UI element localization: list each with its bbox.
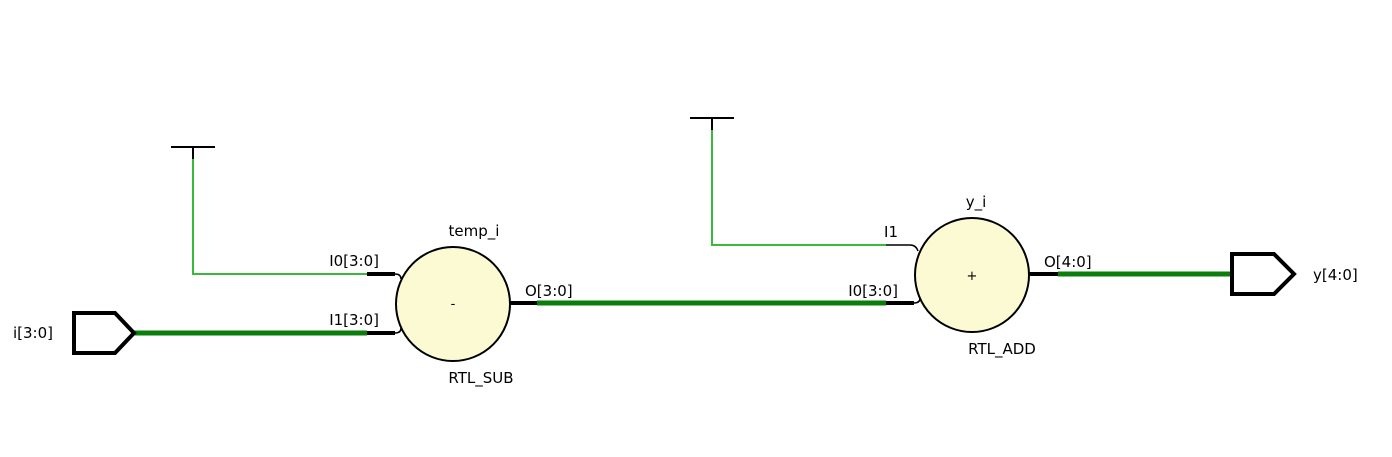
cell-rtl-sub[interactable]: - temp_i RTL_SUB I0[3:0] I1[3:0] O[3:0] — [329, 222, 572, 388]
add-pin-i1-label: I1 — [884, 223, 898, 241]
net-const-to-add-i1[interactable] — [711, 130, 886, 246]
add-pin-out-label: O[4:0] — [1044, 253, 1092, 271]
output-port[interactable]: y[4:0] — [1230, 252, 1358, 296]
sub-cell-body[interactable] — [395, 246, 511, 362]
constant-tie-add[interactable] — [690, 117, 734, 130]
sub-pin-i0-label: I0[3:0] — [329, 252, 379, 270]
input-port[interactable]: i[3:0] — [13, 311, 137, 355]
sub-pin-i1-label: I1[3:0] — [329, 311, 379, 329]
constant-tie-sub[interactable] — [171, 146, 215, 159]
add-pin-i0-label: I0[3:0] — [848, 282, 898, 300]
add-cell-type: RTL_ADD — [968, 340, 1036, 359]
output-port-label: y[4:0] — [1313, 266, 1358, 284]
sub-cell-type: RTL_SUB — [448, 369, 513, 388]
sub-pin-out-label: O[3:0] — [525, 282, 573, 300]
input-port-icon — [72, 311, 137, 355]
output-port-icon — [1230, 252, 1297, 296]
sub-instance-name: temp_i — [449, 222, 500, 241]
net-const-to-sub-i0[interactable] — [192, 159, 367, 275]
add-instance-name: y_i — [966, 193, 987, 212]
add-cell-body[interactable] — [914, 217, 1030, 333]
input-port-label: i[3:0] — [13, 324, 53, 342]
sub-operator-symbol: - — [451, 297, 456, 312]
cell-rtl-add[interactable]: + y_i RTL_ADD I1 I0[3:0] O[4:0] — [848, 193, 1091, 359]
add-operator-symbol: + — [967, 269, 978, 284]
